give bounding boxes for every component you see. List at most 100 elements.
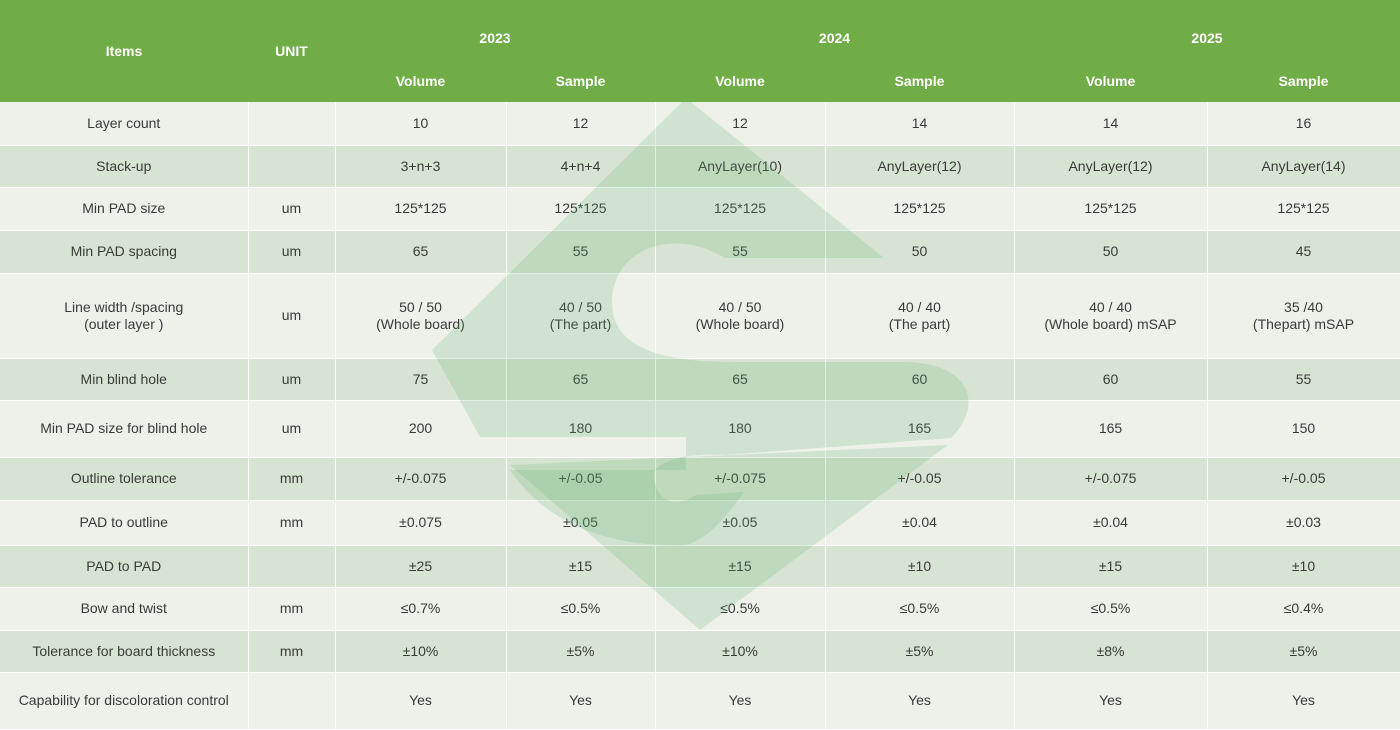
value-cell: ±8% xyxy=(1014,630,1208,673)
value-cell: 200 xyxy=(335,400,507,458)
value-cell: ≤0.5% xyxy=(1014,587,1208,631)
value-cell: ±15 xyxy=(655,545,826,588)
value-cell: AnyLayer(14) xyxy=(1207,145,1400,188)
value-cell: 12 xyxy=(655,102,826,146)
value-cell: ±25 xyxy=(335,545,507,588)
item-cell: Tolerance for board thickness xyxy=(0,630,249,673)
value-cell: ±15 xyxy=(506,545,656,588)
item-cell: Min PAD size xyxy=(0,187,249,231)
value-cell: 60 xyxy=(1014,358,1208,401)
value-cell: 50 xyxy=(825,230,1015,274)
table-row: Line width /spacing (outer layer ) um 50 … xyxy=(0,273,1400,359)
item-cell: PAD to outline xyxy=(0,500,249,546)
item-cell: Min PAD spacing xyxy=(0,230,249,274)
table-row: PAD to outline mm ±0.075 ±0.05 ±0.05 ±0.… xyxy=(0,500,1400,546)
value-cell: ±5% xyxy=(506,630,656,673)
value-cell: 65 xyxy=(335,230,507,274)
unit-cell xyxy=(248,145,336,188)
item-line: Line width /spacing xyxy=(64,298,184,315)
unit-cell: um xyxy=(248,358,336,401)
value-cell: 150 xyxy=(1207,400,1400,458)
unit-cell: mm xyxy=(248,500,336,546)
value-cell: ±0.03 xyxy=(1207,500,1400,546)
value-cell: 40 / 50 (The part) xyxy=(506,273,656,359)
value-cell: ±15 xyxy=(1014,545,1208,588)
table-row: Tolerance for board thickness mm ±10% ±5… xyxy=(0,630,1400,673)
value-line: 40 / 50 xyxy=(559,298,602,315)
header-sample: Sample xyxy=(825,59,1014,102)
table-row: Capability for discoloration control Yes… xyxy=(0,672,1400,730)
value-cell: 45 xyxy=(1207,230,1400,274)
value-cell: 75 xyxy=(335,358,507,401)
value-cell: ±10 xyxy=(1207,545,1400,588)
value-cell: 14 xyxy=(825,102,1015,146)
unit-cell: mm xyxy=(248,457,336,501)
value-cell: 55 xyxy=(655,230,826,274)
value-cell: ±5% xyxy=(825,630,1015,673)
value-line: 35 /40 xyxy=(1284,298,1323,315)
value-cell: 125*125 xyxy=(506,187,656,231)
header-sample: Sample xyxy=(1207,59,1400,102)
value-cell: ≤0.5% xyxy=(655,587,826,631)
table-row: Min blind hole um 75 65 65 60 60 55 xyxy=(0,358,1400,401)
value-cell: 65 xyxy=(506,358,656,401)
value-line: 40 / 40 xyxy=(1089,298,1132,315)
value-cell: ±0.04 xyxy=(1014,500,1208,546)
value-cell: Yes xyxy=(825,672,1015,730)
table-row: Min PAD size for blind hole um 200 180 1… xyxy=(0,400,1400,458)
header-unit: UNIT xyxy=(248,0,335,102)
value-line: 40 / 50 xyxy=(718,298,762,315)
value-line: 50 / 50 xyxy=(399,298,442,315)
value-cell: 180 xyxy=(655,400,826,458)
table-row: Bow and twist mm ≤0.7% ≤0.5% ≤0.5% ≤0.5%… xyxy=(0,587,1400,631)
unit-cell xyxy=(248,672,336,730)
unit-cell: um xyxy=(248,230,336,274)
value-line: (Whole board) xyxy=(695,315,785,332)
value-cell: 125*125 xyxy=(825,187,1015,231)
table-row: PAD to PAD ±25 ±15 ±15 ±10 ±15 ±10 xyxy=(0,545,1400,588)
table-row: Min PAD size um 125*125 125*125 125*125 … xyxy=(0,187,1400,231)
unit-cell: um xyxy=(248,187,336,231)
unit-cell: mm xyxy=(248,630,336,673)
value-cell: ≤0.4% xyxy=(1207,587,1400,631)
value-cell: AnyLayer(12) xyxy=(1014,145,1208,188)
value-line: (The part) xyxy=(549,315,612,332)
value-cell: Yes xyxy=(1014,672,1208,730)
value-cell: ±5% xyxy=(1207,630,1400,673)
value-cell: +/-0.05 xyxy=(825,457,1015,501)
value-cell: ±0.075 xyxy=(335,500,507,546)
value-cell: ≤0.5% xyxy=(506,587,656,631)
item-cell: PAD to PAD xyxy=(0,545,249,588)
item-cell: Outline tolerance xyxy=(0,457,249,501)
value-cell: 165 xyxy=(1014,400,1208,458)
header-volume: Volume xyxy=(335,59,506,102)
unit-cell: um xyxy=(248,400,336,458)
unit-cell xyxy=(248,545,336,588)
value-cell: +/-0.075 xyxy=(1014,457,1208,501)
item-cell: Layer count xyxy=(0,102,249,146)
value-cell: 35 /40 (Thepart) mSAP xyxy=(1207,273,1400,359)
value-cell: 125*125 xyxy=(655,187,826,231)
value-cell: +/-0.05 xyxy=(506,457,656,501)
header-year-2024: 2024 xyxy=(655,0,1014,59)
value-cell: 125*125 xyxy=(1207,187,1400,231)
value-cell: 10 xyxy=(335,102,507,146)
item-cell: Min blind hole xyxy=(0,358,249,401)
value-cell: 50 xyxy=(1014,230,1208,274)
value-cell: 125*125 xyxy=(335,187,507,231)
header-sample: Sample xyxy=(506,59,655,102)
value-line: 40 / 40 xyxy=(898,298,941,315)
value-cell: 12 xyxy=(506,102,656,146)
value-line: (The part) xyxy=(888,315,951,332)
value-cell: 55 xyxy=(506,230,656,274)
header-volume: Volume xyxy=(1014,59,1207,102)
value-cell: 40 / 40 (The part) xyxy=(825,273,1015,359)
value-line: (Whole board) mSAP xyxy=(1044,315,1177,332)
value-line: (Whole board) xyxy=(376,315,465,332)
table-row: Outline tolerance mm +/-0.075 +/-0.05 +/… xyxy=(0,457,1400,501)
unit-cell: mm xyxy=(248,587,336,631)
value-cell: 55 xyxy=(1207,358,1400,401)
value-cell: AnyLayer(10) xyxy=(655,145,826,188)
item-cell: Capability for discoloration control xyxy=(0,672,249,730)
value-cell: ±0.05 xyxy=(655,500,826,546)
